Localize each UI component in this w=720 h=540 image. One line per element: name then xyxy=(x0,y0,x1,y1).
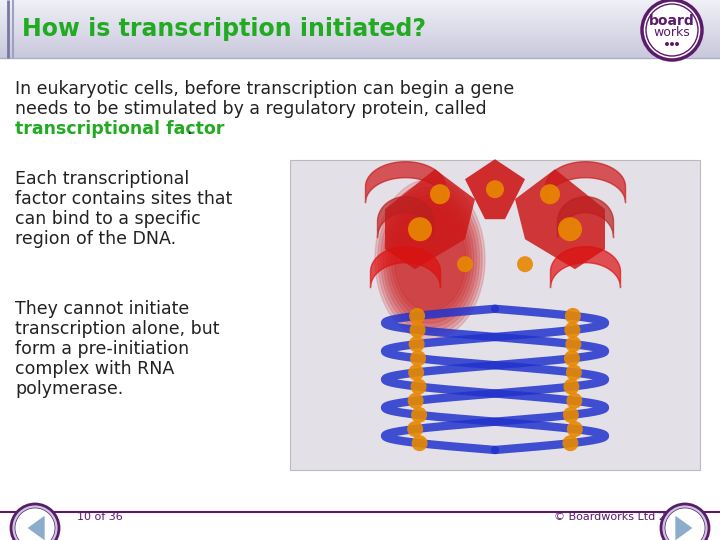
Circle shape xyxy=(566,364,582,381)
Polygon shape xyxy=(675,515,693,540)
Circle shape xyxy=(665,508,705,540)
Circle shape xyxy=(665,42,669,46)
Text: works: works xyxy=(654,25,690,38)
Text: .: . xyxy=(186,120,192,138)
Circle shape xyxy=(410,350,426,366)
Circle shape xyxy=(409,308,425,324)
Circle shape xyxy=(486,180,504,198)
Circle shape xyxy=(558,217,582,241)
Text: complex with RNA: complex with RNA xyxy=(15,360,174,378)
Circle shape xyxy=(642,0,702,60)
Circle shape xyxy=(562,435,578,451)
Circle shape xyxy=(565,308,581,324)
Text: region of the DNA.: region of the DNA. xyxy=(15,230,176,248)
Circle shape xyxy=(565,336,581,352)
Circle shape xyxy=(408,364,424,381)
Circle shape xyxy=(567,393,582,409)
Circle shape xyxy=(410,322,426,338)
FancyBboxPatch shape xyxy=(290,160,700,470)
Text: polymerase.: polymerase. xyxy=(15,380,123,398)
Polygon shape xyxy=(515,169,605,269)
Circle shape xyxy=(670,42,674,46)
Polygon shape xyxy=(375,179,485,339)
Circle shape xyxy=(409,336,425,352)
Polygon shape xyxy=(389,199,472,319)
Polygon shape xyxy=(386,195,474,323)
Circle shape xyxy=(408,217,432,241)
Circle shape xyxy=(540,184,560,204)
Circle shape xyxy=(564,379,580,395)
Circle shape xyxy=(408,393,423,409)
Circle shape xyxy=(15,508,55,540)
Text: © Boardworks Ltd 2009: © Boardworks Ltd 2009 xyxy=(554,512,686,522)
Circle shape xyxy=(517,256,533,272)
Polygon shape xyxy=(27,515,45,540)
Circle shape xyxy=(564,350,580,366)
Circle shape xyxy=(430,184,450,204)
Text: transcription alone, but: transcription alone, but xyxy=(15,320,220,338)
Polygon shape xyxy=(380,187,480,331)
Polygon shape xyxy=(378,183,482,335)
Polygon shape xyxy=(385,169,475,269)
Polygon shape xyxy=(392,203,469,315)
Text: Each transcriptional: Each transcriptional xyxy=(15,170,189,188)
Text: needs to be stimulated by a regulatory protein, called: needs to be stimulated by a regulatory p… xyxy=(15,100,487,118)
Text: In eukaryotic cells, before transcription can begin a gene: In eukaryotic cells, before transcriptio… xyxy=(15,80,514,98)
Circle shape xyxy=(457,256,473,272)
Text: form a pre-initiation: form a pre-initiation xyxy=(15,340,189,358)
Text: factor contains sites that: factor contains sites that xyxy=(15,190,233,208)
Circle shape xyxy=(564,322,580,338)
Text: can bind to a specific: can bind to a specific xyxy=(15,210,201,228)
Circle shape xyxy=(675,42,679,46)
Text: transcriptional factor: transcriptional factor xyxy=(15,120,225,138)
Circle shape xyxy=(11,504,59,540)
Circle shape xyxy=(410,379,426,395)
Polygon shape xyxy=(395,207,466,311)
Circle shape xyxy=(567,421,582,437)
Polygon shape xyxy=(383,191,477,327)
Circle shape xyxy=(661,504,709,540)
Circle shape xyxy=(563,407,579,423)
Text: board: board xyxy=(649,14,695,28)
Text: They cannot initiate: They cannot initiate xyxy=(15,300,189,318)
Text: How is transcription initiated?: How is transcription initiated? xyxy=(22,17,426,41)
Circle shape xyxy=(411,407,427,423)
Polygon shape xyxy=(465,159,525,219)
Text: 10 of 36: 10 of 36 xyxy=(77,512,123,522)
Circle shape xyxy=(412,435,428,451)
Circle shape xyxy=(408,421,423,437)
